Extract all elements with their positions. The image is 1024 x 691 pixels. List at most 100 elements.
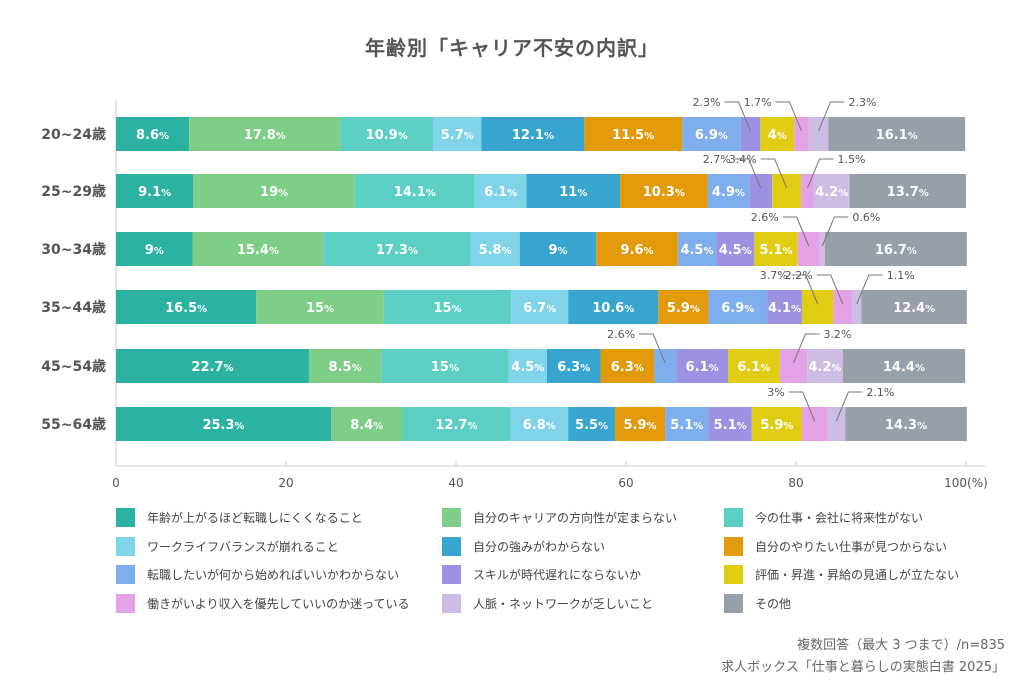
percent-sign: % (777, 269, 787, 282)
data-label: 5.5% (575, 418, 608, 433)
y-category-label: 30~34歳 (41, 241, 106, 258)
bar-segment (189, 117, 341, 151)
callout-label: 2.6% (751, 211, 779, 224)
data-label: 6.7% (523, 301, 556, 316)
percent-sign: % (908, 131, 918, 142)
legend-label: その他 (755, 596, 792, 611)
percent-sign: % (742, 246, 752, 257)
callout-label: 2.7% (703, 153, 731, 166)
percent-sign: % (577, 188, 587, 199)
bar-segment (116, 407, 332, 441)
legend-label: スキルが時代遅れにならないか (473, 568, 642, 582)
percent-sign: % (647, 421, 657, 432)
bar-segment (845, 407, 967, 441)
bar-segment (116, 232, 193, 266)
bar-segment (716, 232, 755, 266)
legend-item: 評価・昇進・昇給の見通しが立たない (724, 565, 959, 584)
percent-sign: % (546, 304, 556, 315)
bar-segment (767, 290, 802, 324)
percent-sign: % (276, 131, 286, 142)
legend-item: スキルが時代遅れにならないか (442, 565, 641, 584)
percent-sign: % (464, 131, 474, 142)
y-category-label: 55~64歳 (41, 416, 106, 433)
callout-line (856, 274, 883, 305)
data-label: 4.5% (719, 243, 752, 258)
data-label: 17.8% (244, 128, 286, 143)
bar-segment (470, 232, 520, 266)
percent-sign: % (693, 421, 703, 432)
percent-sign: % (675, 188, 685, 199)
bar-segment (474, 174, 527, 208)
legend-label: 働きがいより収入を優先していいのか迷っている (147, 596, 410, 611)
callout-line (791, 274, 819, 305)
bar-segment (510, 407, 569, 441)
bar-segment (383, 290, 512, 324)
bar-segment (193, 174, 355, 208)
bar-segment (256, 290, 384, 324)
data-label: 8.6% (136, 128, 169, 143)
percent-sign: % (452, 304, 462, 315)
data-label: 6.3% (611, 360, 644, 375)
callout-label: 2.3% (849, 96, 877, 109)
chart-title: 年齢別「キャリア不安の内訳」 (365, 36, 659, 60)
bar-segment (833, 290, 853, 324)
percent-sign: % (831, 363, 841, 374)
callout-line (792, 333, 820, 364)
percent-sign: % (408, 246, 418, 257)
data-label: 5.7% (441, 128, 474, 143)
callout-line (724, 101, 751, 132)
percent-sign: % (235, 421, 245, 432)
bar-segment (849, 174, 966, 208)
data-label: 9% (145, 243, 164, 258)
callout-label: 0.6% (852, 211, 880, 224)
bar-segment (116, 174, 194, 208)
bar-segment (801, 290, 834, 324)
percent-sign: % (534, 363, 544, 374)
percent-sign: % (154, 246, 164, 257)
bar-segment (519, 232, 597, 266)
bar-segment (740, 117, 761, 151)
legend-swatch (724, 565, 743, 584)
callout-line (788, 391, 816, 422)
bar-segment (192, 232, 324, 266)
bar-segment (828, 117, 966, 151)
data-label: 10.3% (643, 185, 685, 200)
data-label: 4.5% (680, 243, 713, 258)
data-label: 13.7% (887, 185, 929, 200)
data-label: 5.9% (667, 301, 700, 316)
legend-item: 人脈・ネットワークが乏しいこと (442, 593, 653, 613)
legend-swatch (116, 565, 135, 584)
legend-swatch (116, 536, 135, 556)
percent-sign: % (744, 304, 754, 315)
percent-sign: % (546, 421, 556, 432)
data-label: 17.3% (376, 243, 418, 258)
bar-segment (600, 349, 655, 383)
percent-sign: % (737, 421, 747, 432)
legend-item: 自分のキャリアの方向性が定まらない (442, 508, 677, 527)
data-label: 15.4% (237, 243, 279, 258)
percent-sign: % (925, 304, 935, 315)
bar-segment (526, 174, 621, 208)
bar-segment (813, 174, 850, 208)
data-label: 5.8% (479, 243, 512, 258)
callout-label: 3% (767, 386, 784, 399)
x-tick-label: 20 (278, 476, 293, 490)
data-label: 19% (260, 185, 288, 200)
percent-sign: % (917, 421, 927, 432)
percent-sign: % (373, 421, 383, 432)
data-label: 12.1% (512, 128, 554, 143)
legend-swatch (442, 565, 461, 584)
percent-sign: % (841, 328, 851, 341)
bar-segment (852, 290, 862, 324)
data-label: 15% (431, 360, 459, 375)
bar-segment (481, 117, 585, 151)
callout-line (639, 333, 666, 364)
bar-segment (116, 117, 190, 151)
data-label: 8.5% (329, 360, 362, 375)
data-label: 5.9% (760, 418, 793, 433)
bar-segment (116, 290, 257, 324)
percent-sign: % (761, 96, 771, 109)
percent-sign: % (449, 363, 459, 374)
bar-segment (323, 232, 471, 266)
bar-segment (654, 349, 677, 383)
